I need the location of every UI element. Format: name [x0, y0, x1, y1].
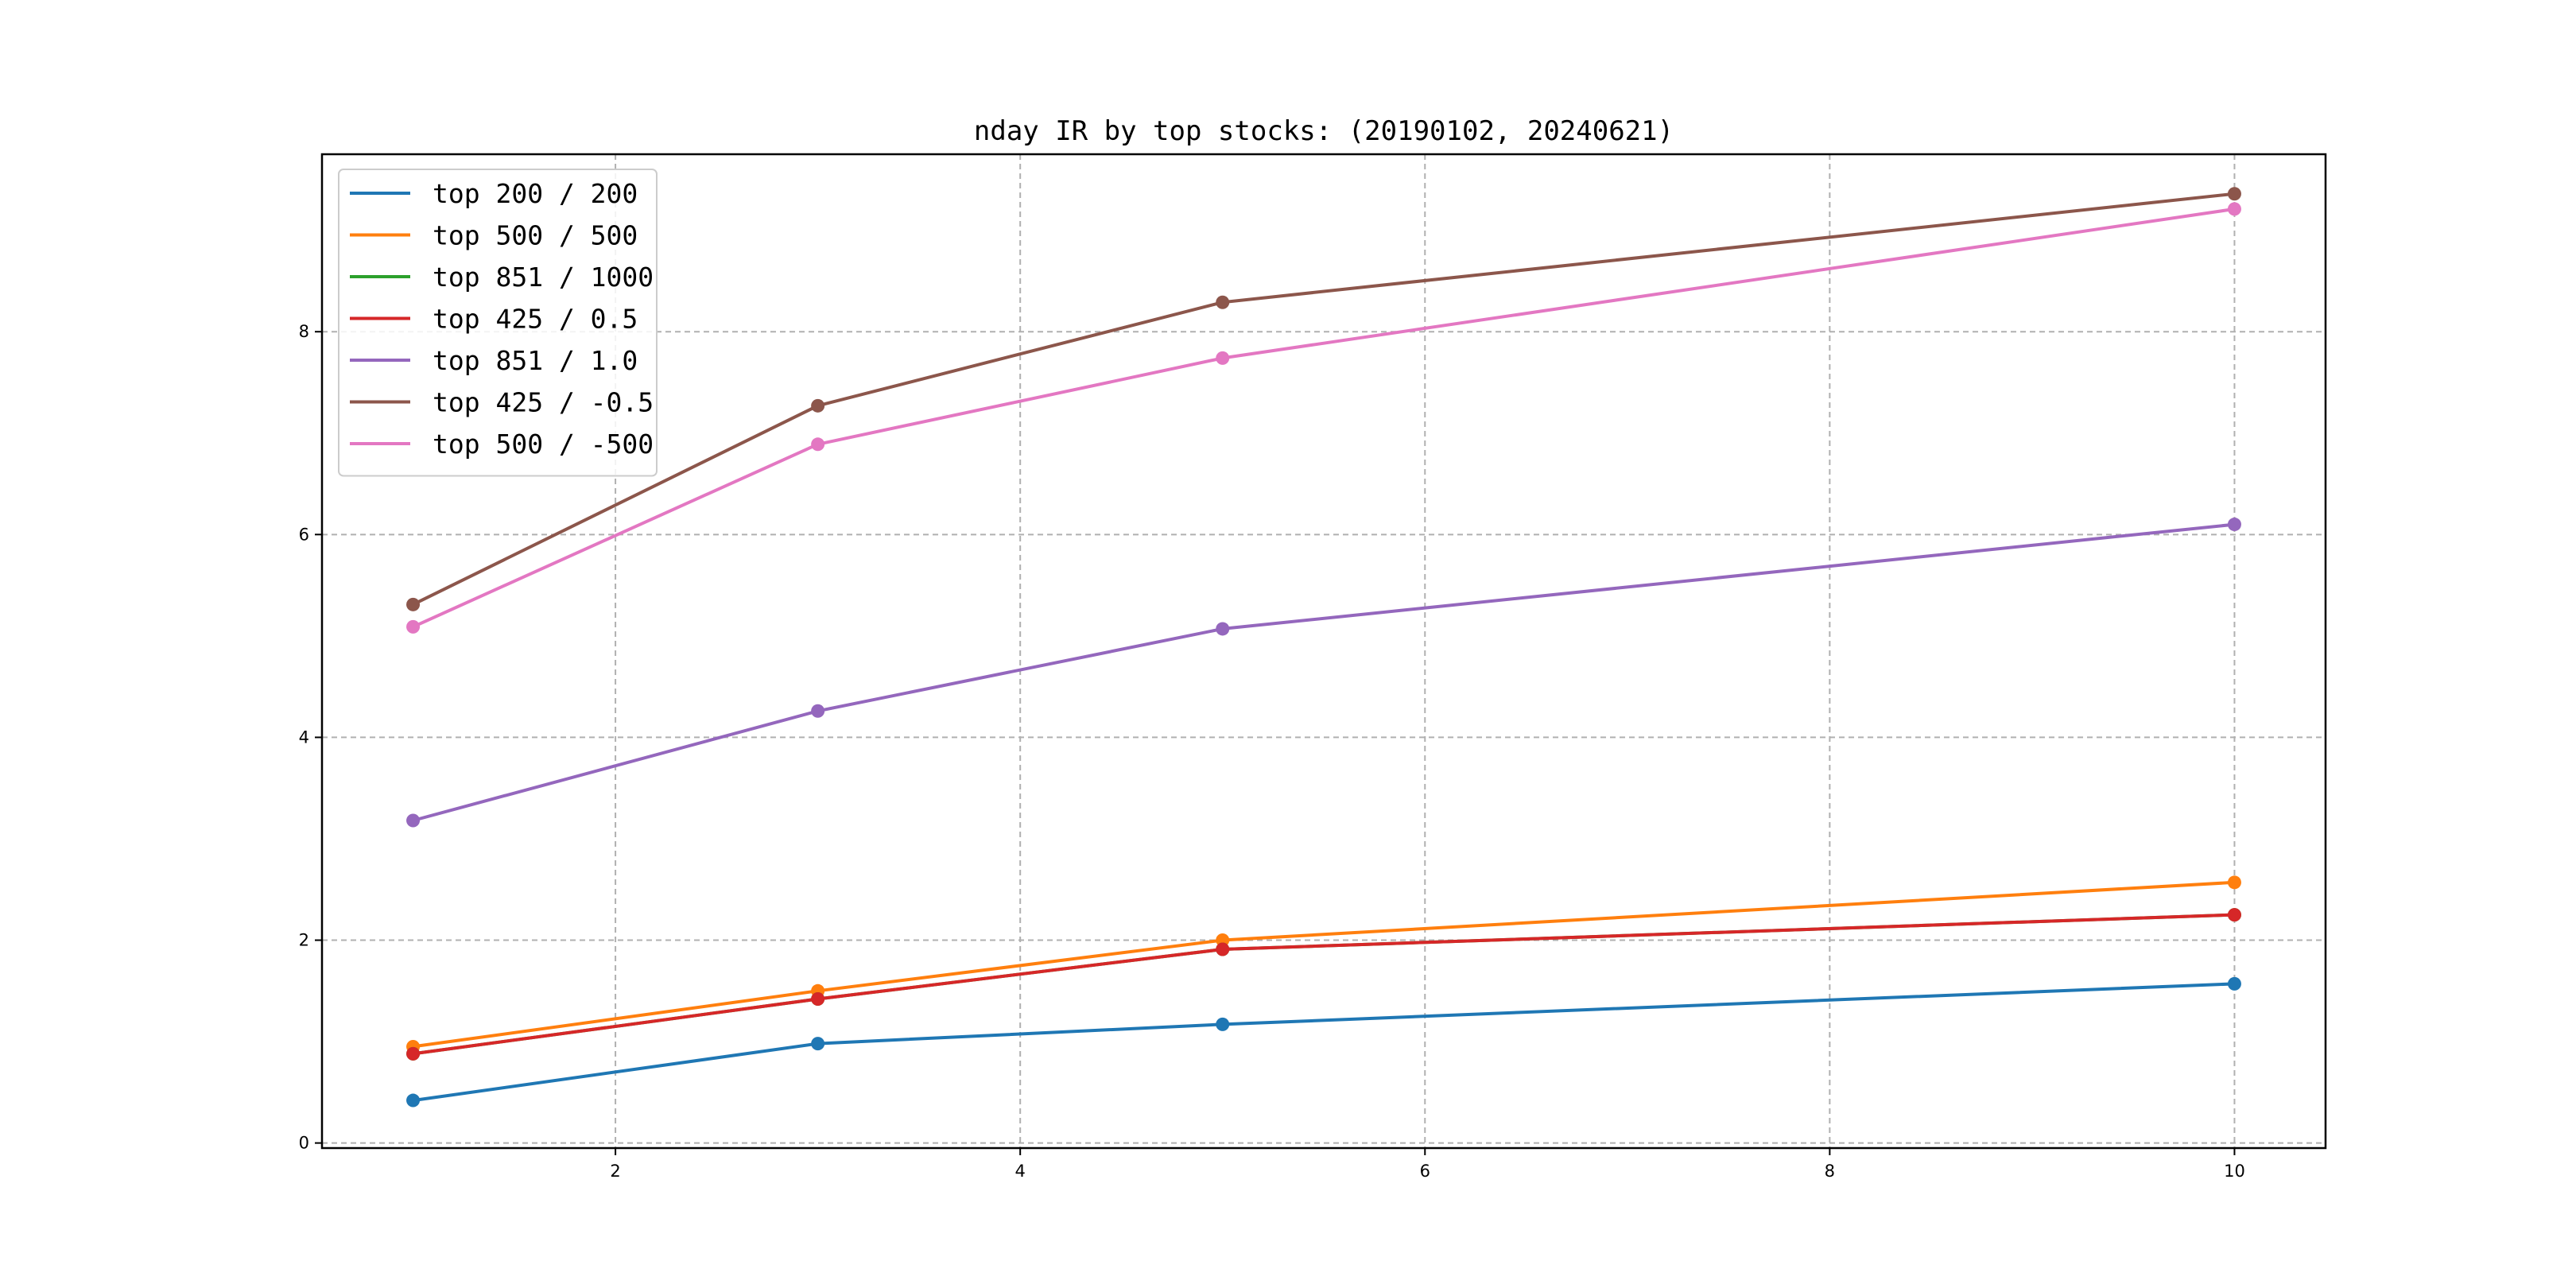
y-tick-label: 2 — [299, 931, 309, 950]
legend-label: top 500 / 500 — [433, 220, 638, 251]
data-point — [811, 398, 825, 413]
series-3 — [406, 908, 2241, 1061]
y-tick-label: 6 — [299, 525, 309, 544]
x-tick-label: 10 — [2224, 1162, 2245, 1181]
data-point — [2227, 202, 2241, 216]
data-point — [1216, 295, 1230, 309]
series-layer — [406, 187, 2241, 1108]
data-point — [1216, 942, 1230, 956]
legend-item: top 851 / 1.0 — [350, 345, 638, 376]
data-point — [2227, 187, 2241, 201]
series-5 — [406, 518, 2241, 828]
series-line — [412, 192, 2235, 607]
data-point — [406, 1093, 421, 1108]
data-point — [406, 619, 421, 634]
plot-frame — [320, 153, 2327, 1150]
series-2 — [406, 875, 2241, 1053]
data-point — [1216, 351, 1230, 365]
data-point — [406, 597, 421, 611]
legend-label: top 500 / -500 — [433, 429, 654, 460]
series-7 — [406, 202, 2241, 634]
axis-ticks: 2 4 6 8 10 0 2 4 6 8 — [299, 322, 2245, 1181]
data-point — [811, 704, 825, 718]
data-point — [811, 1037, 825, 1051]
legend-label: top 851 / 1000 — [433, 262, 654, 293]
data-point — [2227, 908, 2241, 922]
legend-label: top 851 / 1.0 — [433, 345, 638, 376]
legend: top 200 / 200 top 500 / 500 top 851 / 1000… — [338, 169, 658, 477]
x-tick-label: 8 — [1825, 1162, 1835, 1181]
chart-title: nday IR by top stocks: (20190102, 202406… — [974, 115, 1674, 147]
legend-item: top 500 / 500 — [350, 220, 638, 251]
series-line — [413, 880, 2235, 1049]
legend-item: top 500 / -500 — [350, 429, 654, 460]
legend-label: top 200 / 200 — [433, 178, 638, 209]
legend-item: top 851 / 1000 — [350, 262, 654, 293]
series-line — [413, 913, 2235, 1056]
data-point — [2227, 875, 2241, 890]
series-4 — [406, 908, 2241, 1061]
legend-item: top 425 / 0.5 — [350, 304, 638, 335]
data-point — [406, 813, 421, 828]
data-point — [1216, 1017, 1230, 1031]
y-tick-label: 0 — [299, 1134, 309, 1153]
legend-item: top 425 / -0.5 — [350, 387, 654, 418]
series-6 — [406, 187, 2241, 611]
series-line — [412, 207, 2235, 629]
data-point — [2227, 518, 2241, 532]
data-point — [2227, 976, 2241, 991]
legend-frame — [338, 169, 658, 477]
legend-label: top 425 / -0.5 — [433, 387, 654, 418]
x-tick-label: 6 — [1420, 1162, 1430, 1181]
data-point — [811, 437, 825, 452]
legend-label: top 425 / 0.5 — [433, 304, 638, 335]
y-tick-label: 8 — [299, 322, 309, 341]
y-tick-label: 4 — [299, 727, 309, 747]
data-point — [811, 992, 825, 1006]
data-point — [406, 1046, 421, 1061]
grid — [322, 154, 2326, 1148]
x-tick-label: 4 — [1014, 1162, 1025, 1181]
series-1 — [406, 976, 2241, 1108]
series-line — [413, 982, 2235, 1103]
series-line — [412, 522, 2235, 822]
x-tick-label: 2 — [610, 1162, 620, 1181]
legend-item: top 200 / 200 — [350, 178, 638, 209]
data-point — [1216, 622, 1230, 636]
